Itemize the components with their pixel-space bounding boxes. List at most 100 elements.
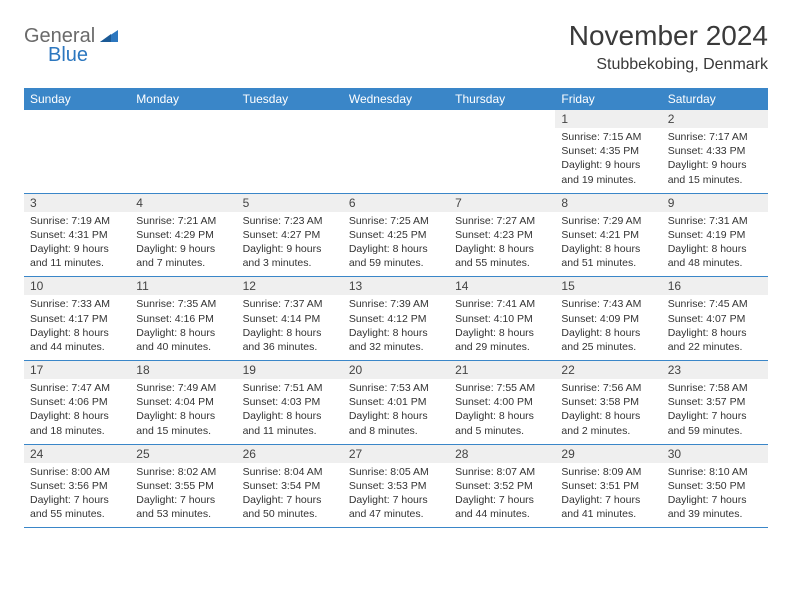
daylight-text: Daylight: 8 hours and 25 minutes. (561, 326, 655, 354)
day-details (24, 114, 130, 174)
sunrise-text: Sunrise: 7:23 AM (243, 214, 337, 228)
day-header-fri: Friday (555, 88, 661, 110)
day-number: 22 (555, 361, 661, 379)
daylight-text: Daylight: 8 hours and 8 minutes. (349, 409, 443, 437)
sunset-text: Sunset: 4:19 PM (668, 228, 762, 242)
week-row: 10Sunrise: 7:33 AMSunset: 4:17 PMDayligh… (24, 277, 768, 361)
sunrise-text: Sunrise: 7:53 AM (349, 381, 443, 395)
day-cell: 3Sunrise: 7:19 AMSunset: 4:31 PMDaylight… (24, 193, 130, 277)
day-details: Sunrise: 7:21 AMSunset: 4:29 PMDaylight:… (130, 212, 236, 277)
day-details (237, 114, 343, 174)
sunset-text: Sunset: 4:07 PM (668, 312, 762, 326)
logo-text-block: General Blue (24, 26, 118, 65)
day-number: 3 (24, 194, 130, 212)
day-cell: 25Sunrise: 8:02 AMSunset: 3:55 PMDayligh… (130, 444, 236, 528)
daylight-text: Daylight: 8 hours and 59 minutes. (349, 242, 443, 270)
day-details: Sunrise: 7:25 AMSunset: 4:25 PMDaylight:… (343, 212, 449, 277)
day-cell: 15Sunrise: 7:43 AMSunset: 4:09 PMDayligh… (555, 277, 661, 361)
daylight-text: Daylight: 7 hours and 44 minutes. (455, 493, 549, 521)
daylight-text: Daylight: 8 hours and 32 minutes. (349, 326, 443, 354)
day-number: 23 (662, 361, 768, 379)
day-number: 16 (662, 277, 768, 295)
week-row: 17Sunrise: 7:47 AMSunset: 4:06 PMDayligh… (24, 361, 768, 445)
sunset-text: Sunset: 4:33 PM (668, 144, 762, 158)
sunrise-text: Sunrise: 8:00 AM (30, 465, 124, 479)
day-details: Sunrise: 8:04 AMSunset: 3:54 PMDaylight:… (237, 463, 343, 528)
sunrise-text: Sunrise: 7:27 AM (455, 214, 549, 228)
sunset-text: Sunset: 3:55 PM (136, 479, 230, 493)
daylight-text: Daylight: 8 hours and 5 minutes. (455, 409, 549, 437)
day-cell: 1Sunrise: 7:15 AMSunset: 4:35 PMDaylight… (555, 110, 661, 193)
daylight-text: Daylight: 7 hours and 53 minutes. (136, 493, 230, 521)
day-cell: 11Sunrise: 7:35 AMSunset: 4:16 PMDayligh… (130, 277, 236, 361)
day-number: 20 (343, 361, 449, 379)
sunset-text: Sunset: 4:21 PM (561, 228, 655, 242)
day-number: 1 (555, 110, 661, 128)
day-cell: 23Sunrise: 7:58 AMSunset: 3:57 PMDayligh… (662, 361, 768, 445)
sunrise-text: Sunrise: 7:33 AM (30, 297, 124, 311)
day-number: 8 (555, 194, 661, 212)
sunrise-text: Sunrise: 7:15 AM (561, 130, 655, 144)
sunrise-text: Sunrise: 7:56 AM (561, 381, 655, 395)
day-cell: 12Sunrise: 7:37 AMSunset: 4:14 PMDayligh… (237, 277, 343, 361)
sunrise-text: Sunrise: 7:49 AM (136, 381, 230, 395)
daylight-text: Daylight: 8 hours and 29 minutes. (455, 326, 549, 354)
day-header-row: Sunday Monday Tuesday Wednesday Thursday… (24, 88, 768, 110)
sunrise-text: Sunrise: 7:19 AM (30, 214, 124, 228)
sunset-text: Sunset: 4:35 PM (561, 144, 655, 158)
day-details (130, 114, 236, 174)
sunset-text: Sunset: 4:12 PM (349, 312, 443, 326)
day-number: 17 (24, 361, 130, 379)
day-cell: 8Sunrise: 7:29 AMSunset: 4:21 PMDaylight… (555, 193, 661, 277)
day-cell: 14Sunrise: 7:41 AMSunset: 4:10 PMDayligh… (449, 277, 555, 361)
sunrise-text: Sunrise: 8:07 AM (455, 465, 549, 479)
sunset-text: Sunset: 4:14 PM (243, 312, 337, 326)
daylight-text: Daylight: 8 hours and 55 minutes. (455, 242, 549, 270)
day-cell: 19Sunrise: 7:51 AMSunset: 4:03 PMDayligh… (237, 361, 343, 445)
day-number: 11 (130, 277, 236, 295)
sunset-text: Sunset: 3:53 PM (349, 479, 443, 493)
day-cell: 20Sunrise: 7:53 AMSunset: 4:01 PMDayligh… (343, 361, 449, 445)
daylight-text: Daylight: 9 hours and 11 minutes. (30, 242, 124, 270)
day-cell: 21Sunrise: 7:55 AMSunset: 4:00 PMDayligh… (449, 361, 555, 445)
day-cell: 28Sunrise: 8:07 AMSunset: 3:52 PMDayligh… (449, 444, 555, 528)
sunset-text: Sunset: 4:03 PM (243, 395, 337, 409)
daylight-text: Daylight: 8 hours and 40 minutes. (136, 326, 230, 354)
day-number: 29 (555, 445, 661, 463)
sunrise-text: Sunrise: 7:37 AM (243, 297, 337, 311)
sunset-text: Sunset: 4:16 PM (136, 312, 230, 326)
day-cell: 30Sunrise: 8:10 AMSunset: 3:50 PMDayligh… (662, 444, 768, 528)
day-cell: 16Sunrise: 7:45 AMSunset: 4:07 PMDayligh… (662, 277, 768, 361)
day-details: Sunrise: 7:51 AMSunset: 4:03 PMDaylight:… (237, 379, 343, 444)
page-header: General Blue November 2024 Stubbekobing,… (24, 20, 768, 74)
day-details: Sunrise: 7:45 AMSunset: 4:07 PMDaylight:… (662, 295, 768, 360)
sunset-text: Sunset: 3:57 PM (668, 395, 762, 409)
sunrise-text: Sunrise: 7:29 AM (561, 214, 655, 228)
day-details: Sunrise: 7:15 AMSunset: 4:35 PMDaylight:… (555, 128, 661, 193)
day-cell: 10Sunrise: 7:33 AMSunset: 4:17 PMDayligh… (24, 277, 130, 361)
daylight-text: Daylight: 8 hours and 18 minutes. (30, 409, 124, 437)
day-details: Sunrise: 7:27 AMSunset: 4:23 PMDaylight:… (449, 212, 555, 277)
day-number: 2 (662, 110, 768, 128)
daylight-text: Daylight: 7 hours and 41 minutes. (561, 493, 655, 521)
calendar-body: 1Sunrise: 7:15 AMSunset: 4:35 PMDaylight… (24, 110, 768, 528)
day-number: 26 (237, 445, 343, 463)
sunset-text: Sunset: 3:52 PM (455, 479, 549, 493)
daylight-text: Daylight: 9 hours and 15 minutes. (668, 158, 762, 186)
day-cell: 5Sunrise: 7:23 AMSunset: 4:27 PMDaylight… (237, 193, 343, 277)
day-details: Sunrise: 7:19 AMSunset: 4:31 PMDaylight:… (24, 212, 130, 277)
day-header-sun: Sunday (24, 88, 130, 110)
day-number: 15 (555, 277, 661, 295)
day-details: Sunrise: 7:39 AMSunset: 4:12 PMDaylight:… (343, 295, 449, 360)
day-details: Sunrise: 7:43 AMSunset: 4:09 PMDaylight:… (555, 295, 661, 360)
day-cell (130, 110, 236, 193)
sunset-text: Sunset: 4:17 PM (30, 312, 124, 326)
day-header-wed: Wednesday (343, 88, 449, 110)
sunrise-text: Sunrise: 8:10 AM (668, 465, 762, 479)
daylight-text: Daylight: 8 hours and 11 minutes. (243, 409, 337, 437)
sunset-text: Sunset: 3:54 PM (243, 479, 337, 493)
sunrise-text: Sunrise: 7:58 AM (668, 381, 762, 395)
day-details: Sunrise: 7:49 AMSunset: 4:04 PMDaylight:… (130, 379, 236, 444)
sunrise-text: Sunrise: 8:05 AM (349, 465, 443, 479)
day-cell: 18Sunrise: 7:49 AMSunset: 4:04 PMDayligh… (130, 361, 236, 445)
